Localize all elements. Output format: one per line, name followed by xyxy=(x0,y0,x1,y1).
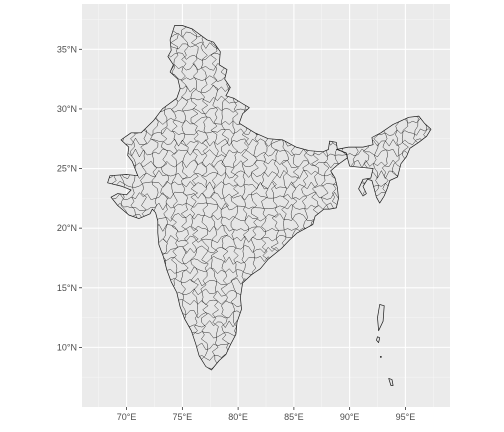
major-gridlines xyxy=(82,4,450,407)
island-shape xyxy=(388,378,394,386)
x-tick-label: 85°E xyxy=(284,412,304,422)
y-tick-label: 10°N xyxy=(57,342,77,352)
y-tick-label: 20°N xyxy=(57,223,77,233)
island-shape xyxy=(376,336,381,343)
india-mainland-outline xyxy=(107,25,348,371)
x-tick-label: 70°E xyxy=(117,412,137,422)
india-district-map xyxy=(107,25,432,386)
x-tick-label: 75°E xyxy=(173,412,193,422)
island-shape xyxy=(379,356,382,358)
y-tick-label: 15°N xyxy=(57,283,77,293)
x-axis: 70°E 75°E 80°E 85°E 90°E 95°E xyxy=(117,407,415,422)
x-tick-label: 80°E xyxy=(228,412,248,422)
y-axis: 10°N 15°N 20°N 25°N 30°N 35°N xyxy=(57,44,82,352)
x-tick-label: 95°E xyxy=(396,412,416,422)
x-tick-label: 90°E xyxy=(340,412,360,422)
andaman-nicobar-islands xyxy=(376,304,394,386)
y-tick-label: 35°N xyxy=(57,44,77,54)
y-tick-label: 25°N xyxy=(57,164,77,174)
y-tick-label: 30°N xyxy=(57,104,77,114)
island-shape xyxy=(377,304,385,332)
